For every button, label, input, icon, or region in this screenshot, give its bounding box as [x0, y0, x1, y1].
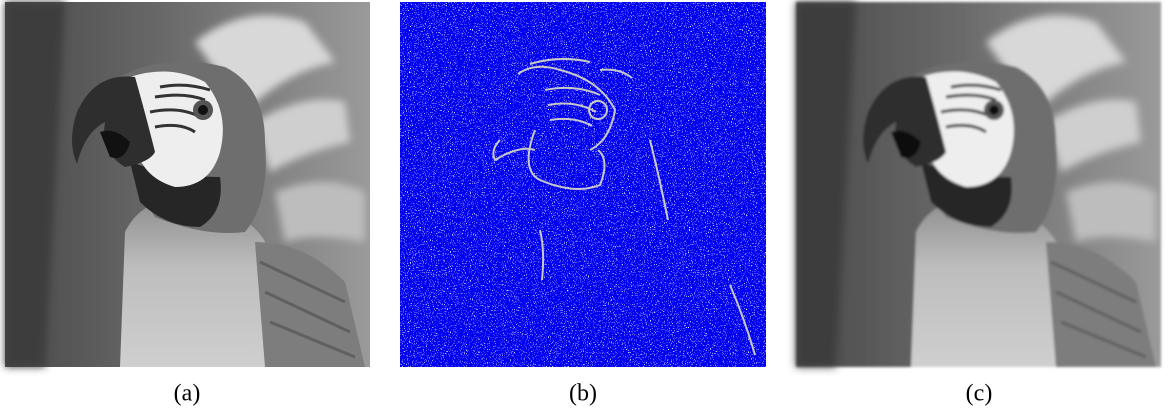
edge-lines [492, 58, 756, 356]
edge-line [517, 65, 617, 151]
caption: (c) [966, 381, 993, 407]
panel-b-image [400, 2, 766, 367]
edge-line [729, 284, 756, 356]
edge-line [492, 139, 536, 162]
edge-line [588, 100, 608, 120]
edge-line [599, 68, 633, 79]
parrot-image-smoothed [796, 2, 1161, 367]
panel-c-image [796, 2, 1161, 367]
edge-line [527, 129, 606, 190]
caption: (a) [174, 381, 201, 407]
edge-line [539, 229, 545, 281]
edge-line [544, 86, 601, 127]
parrot-image [5, 2, 370, 367]
edge-map-noise [400, 2, 766, 367]
caption: (b) [569, 381, 597, 407]
edge-line [529, 58, 591, 65]
panel-a-image [5, 2, 370, 367]
edge-line [649, 139, 669, 221]
